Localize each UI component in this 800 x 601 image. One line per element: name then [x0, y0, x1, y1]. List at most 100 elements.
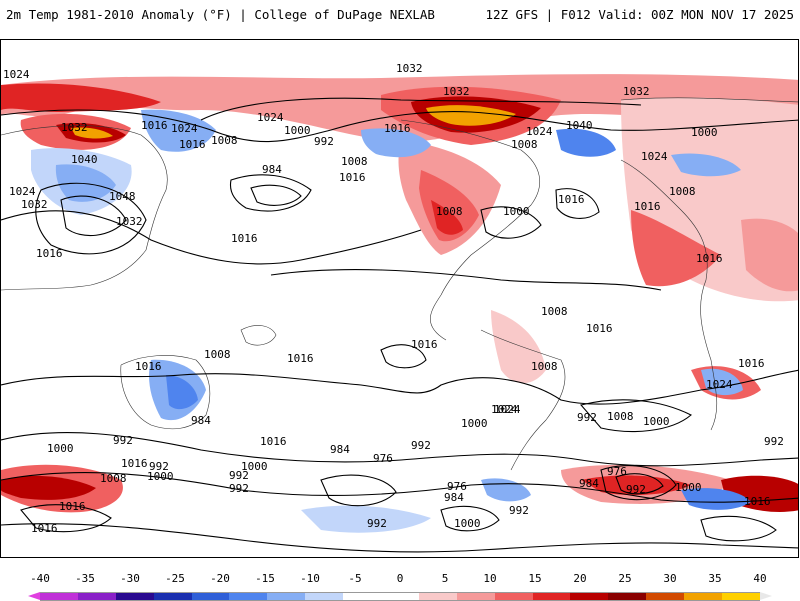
- coastline: [620, 97, 798, 103]
- colorbar-tick-label: 5: [441, 572, 449, 585]
- isobar-label: 1016: [231, 232, 258, 245]
- isobar-label: 1008: [436, 205, 463, 218]
- anomaly-colorbar: -40 -35 -30 -25 -20 -15 -10 -5 0 5 10 15 20 25 30 35 40: [0, 568, 800, 601]
- isobar-label: 992: [314, 135, 334, 148]
- isobar-label: 1000: [503, 205, 530, 218]
- isobar-label: 1008: [204, 348, 231, 361]
- anomaly-region: [141, 109, 216, 152]
- colorbar-min-arrow: [28, 592, 40, 600]
- anomaly-region: [55, 164, 116, 202]
- colorbar-segment: [532, 593, 571, 600]
- isobar: [1, 109, 798, 143]
- isobar-label: 1016: [738, 357, 765, 370]
- anomaly-region: [1, 83, 161, 112]
- isobar-label: 1032: [443, 85, 470, 98]
- anomaly-region: [741, 218, 798, 292]
- isobar-label: 1000: [675, 481, 702, 494]
- colorbar-tick-label: -25: [165, 572, 185, 585]
- isobar-label: 1024: [3, 68, 30, 81]
- isobar-label: 992: [509, 504, 529, 517]
- isobar-label: 1008: [341, 155, 368, 168]
- isobar-label: 1016: [287, 352, 314, 365]
- isobar-label: 1016: [135, 360, 162, 373]
- isobar-label: 984: [262, 163, 282, 176]
- isobar-label: 1016: [31, 522, 58, 535]
- colorbar-segment: [608, 593, 647, 600]
- isobar-label: 1016: [558, 193, 585, 206]
- isobar-label: 1024: [526, 125, 553, 138]
- colorbar-tick-label: -15: [255, 572, 275, 585]
- anomaly-region: [556, 128, 616, 157]
- isobar: [615, 473, 664, 495]
- isobar-label: 1008: [541, 305, 568, 318]
- isobar-label: 1032: [61, 121, 88, 134]
- colorbar-tick-label: 0: [396, 572, 404, 585]
- anomaly-region: [419, 170, 479, 242]
- isobar: [35, 182, 147, 255]
- isobar-label: 1016: [696, 252, 723, 265]
- colorbar-segment: [153, 593, 192, 600]
- isobar-label: 976: [607, 465, 627, 478]
- isobar-label: 1016: [411, 338, 438, 351]
- anomaly-region: [481, 478, 531, 502]
- isobar: [1, 523, 798, 553]
- isobar-label: 1008: [100, 472, 127, 485]
- isobar: [700, 515, 777, 542]
- isobar-label: 992: [626, 483, 646, 496]
- isobar-label: 1000: [284, 124, 311, 137]
- isobar-labels: 1024 1032 1032 1032 1024 1040 1024 1032 …: [3, 62, 784, 535]
- isobar: [1, 210, 422, 265]
- isobar: [555, 188, 600, 219]
- isobar-label: 1024: [706, 378, 733, 391]
- anomaly-shading: [1, 74, 798, 533]
- anomaly-region: [71, 127, 113, 139]
- isobar: [579, 399, 692, 433]
- isobar-label: 1008: [607, 410, 634, 423]
- isobar-label: 976: [447, 480, 467, 493]
- colorbar-segment: [40, 593, 78, 600]
- isobar-label: 1024: [641, 150, 668, 163]
- colorbar-tick-label: -30: [120, 572, 140, 585]
- colorbar-segment: [684, 593, 723, 600]
- isobar-label: 1016: [586, 322, 613, 335]
- coastline: [1, 125, 168, 291]
- isobar-label: 992: [149, 460, 169, 473]
- isobar-label: 1008: [531, 360, 558, 373]
- isobar-label: 1016: [59, 500, 86, 513]
- isobar-label: 1000: [454, 517, 481, 530]
- colorbar-tick-label: -5: [348, 572, 362, 585]
- colorbar-segment: [494, 593, 533, 600]
- isobar: [200, 97, 642, 121]
- anomaly-region: [361, 128, 431, 158]
- isobar-label: 1024: [171, 122, 198, 135]
- isobar-label: 992: [764, 435, 784, 448]
- colorbar-tick-label: 10: [483, 572, 497, 585]
- isobar-label: 984: [191, 414, 211, 427]
- anomaly-region: [671, 153, 741, 177]
- isobar: [440, 505, 500, 532]
- anomaly-region: [301, 505, 431, 533]
- isobar-label: 1000: [241, 460, 268, 473]
- anomaly-region: [166, 375, 198, 410]
- isobar: [229, 174, 312, 212]
- colorbar-tick-label: -35: [75, 572, 95, 585]
- map-title: 2m Temp 1981-2010 Anomaly (°F) | College…: [6, 7, 435, 22]
- isobar-label: 992: [411, 439, 431, 452]
- anomaly-region: [681, 488, 751, 510]
- isobar: [480, 206, 542, 239]
- colorbar-segment: [418, 593, 457, 600]
- isobar-label: 992: [367, 517, 387, 530]
- colorbar-tick-label: -40: [30, 572, 50, 585]
- isobar-label: 984: [330, 443, 350, 456]
- anomaly-region: [431, 200, 463, 235]
- isobars: [1, 97, 798, 553]
- isobar-label: 1008: [669, 185, 696, 198]
- model-run-info: 12Z GFS | F012 Valid: 00Z MON NOV 17 202…: [485, 7, 794, 22]
- isobar-label: 1000: [691, 126, 718, 139]
- coastline: [400, 119, 540, 341]
- isobar: [320, 474, 397, 507]
- isobar-label: 1016: [339, 171, 366, 184]
- colorbar-tick-label: 25: [618, 572, 632, 585]
- isobar-label: 1016: [179, 138, 206, 151]
- coastline: [620, 159, 718, 431]
